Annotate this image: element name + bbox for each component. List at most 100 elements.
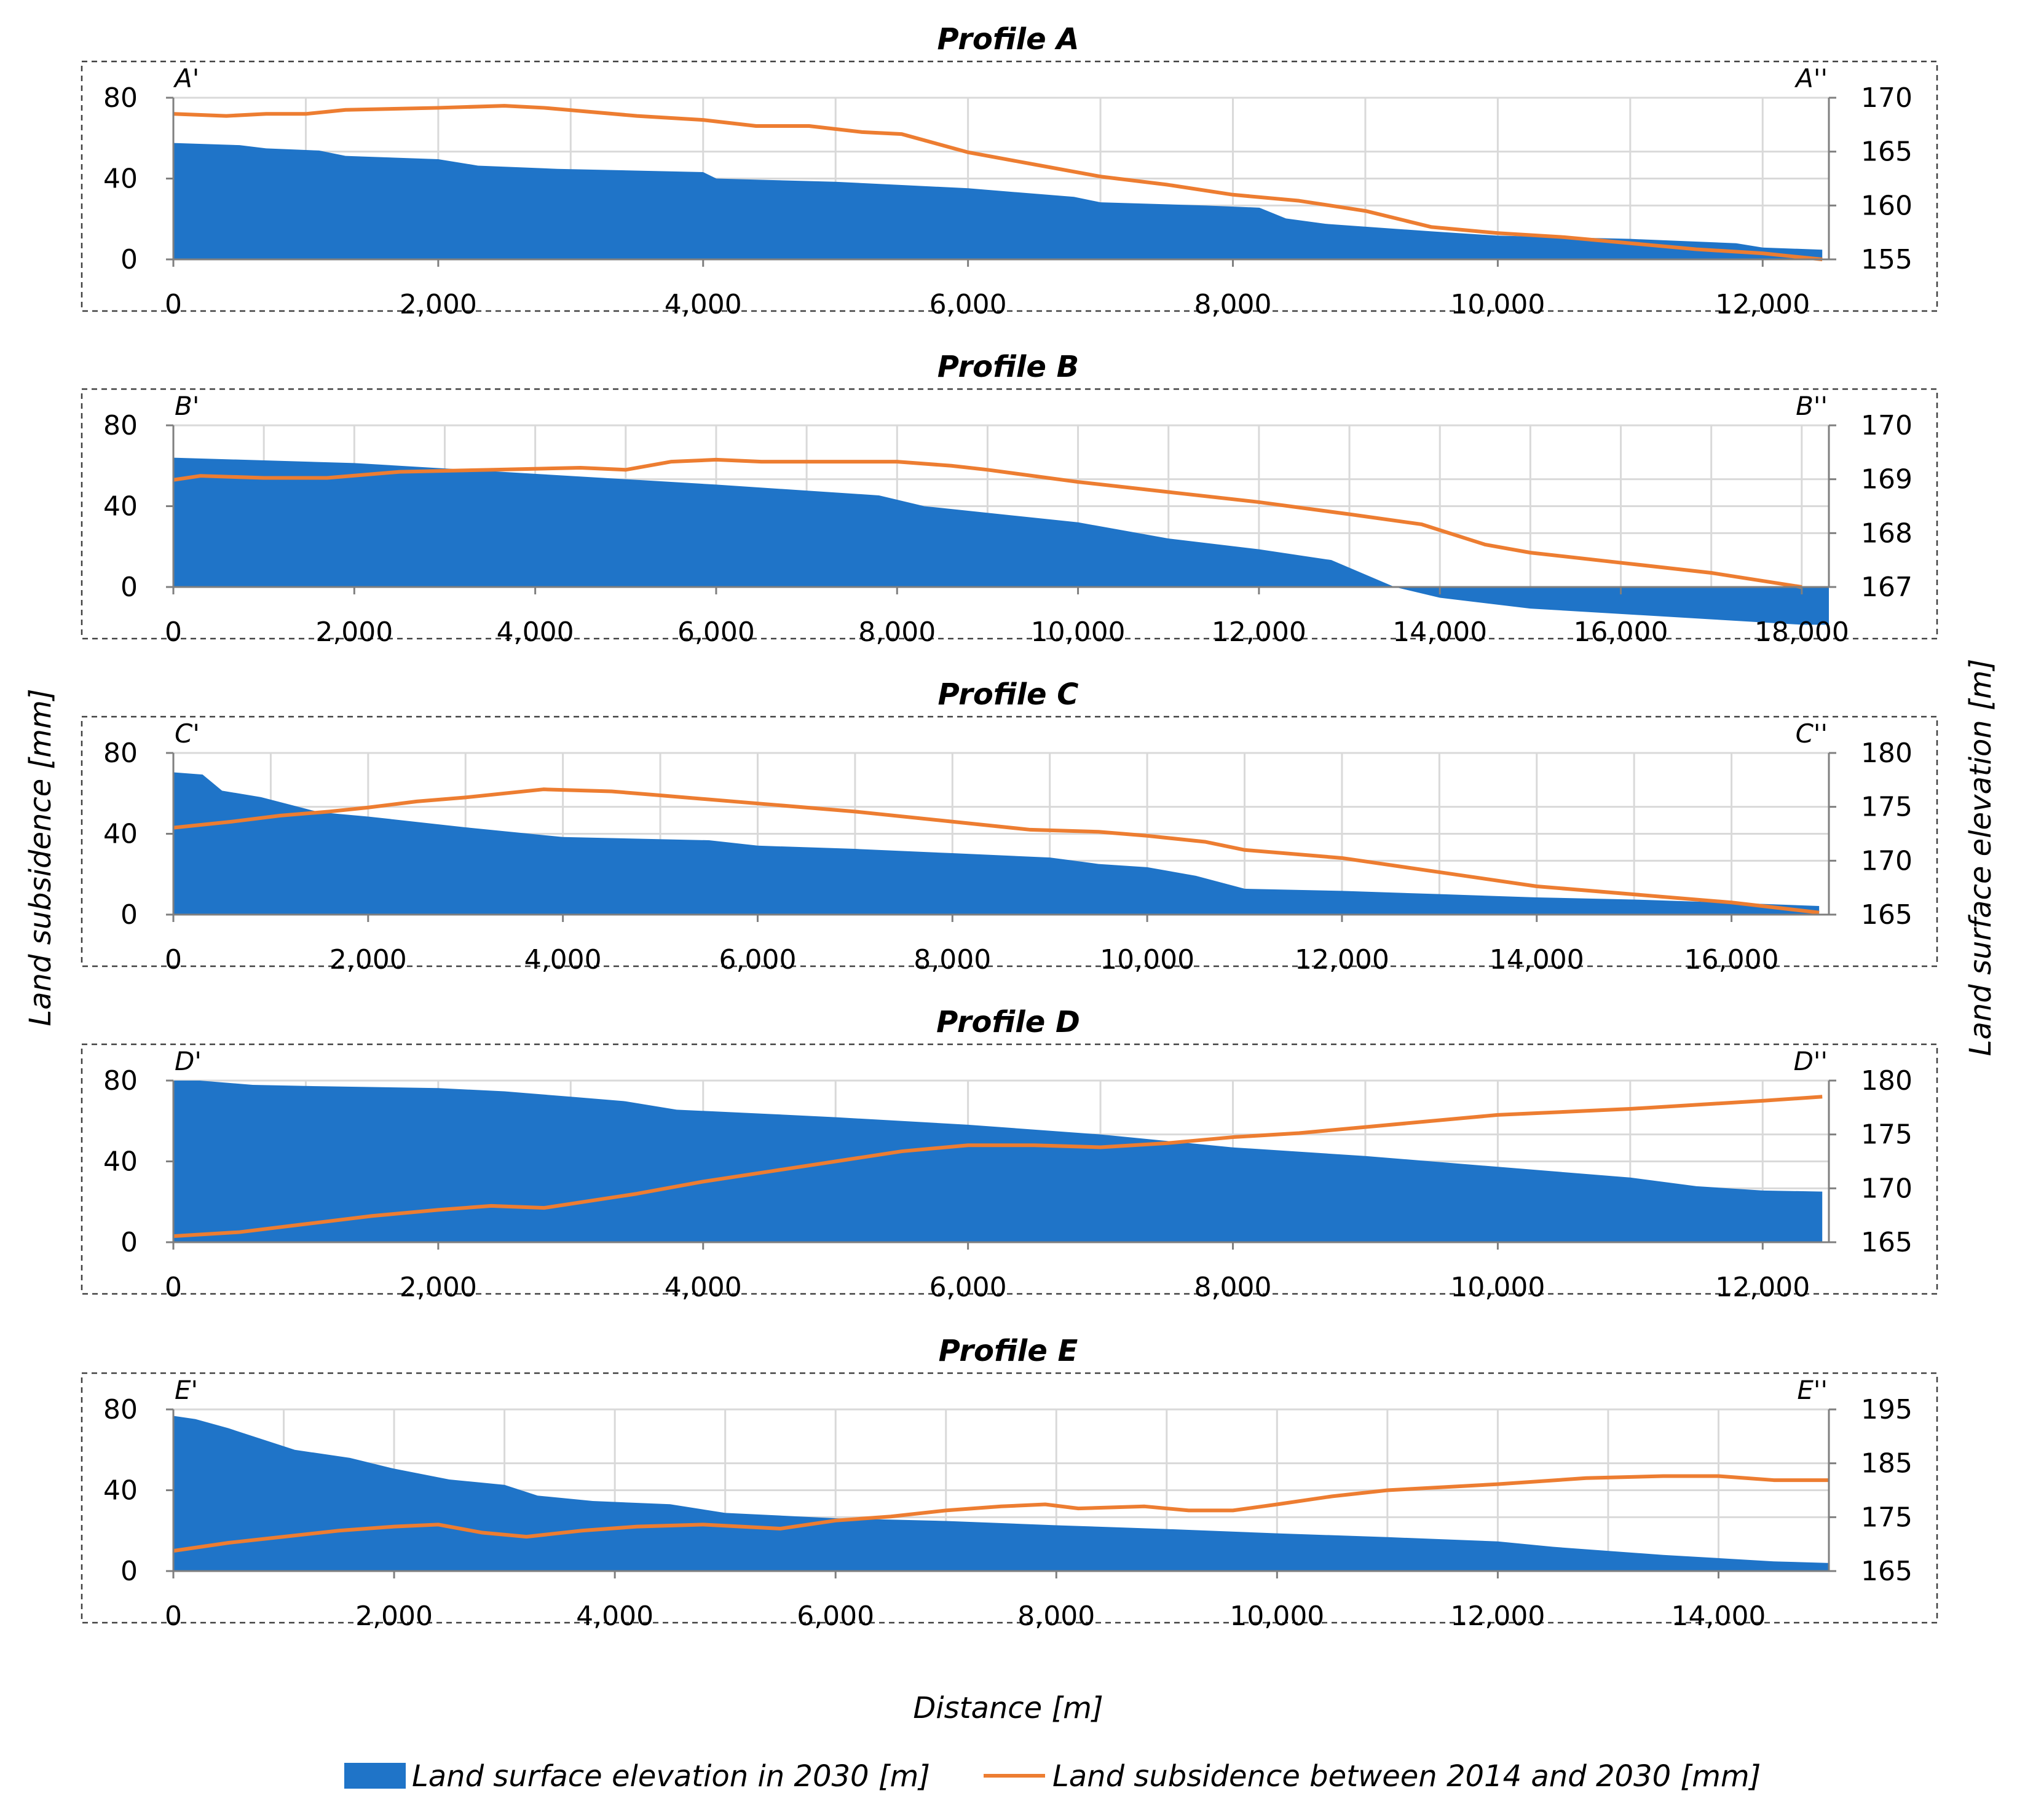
profile-d-x-tick-label: 12,000 — [1715, 1272, 1810, 1303]
profile-a-y-tick-label-left: 40 — [103, 163, 138, 195]
profile-b-x-tick-label: 10,000 — [1031, 617, 1126, 648]
profile-a-x-tick-label: 8,000 — [1194, 289, 1272, 320]
profile-e-y-tick-label-right: 195 — [1861, 1394, 1912, 1425]
profile-b-x-tick-label: 6,000 — [677, 617, 755, 648]
profile-b-elevation-area — [173, 457, 1829, 625]
profile-e-x-tick-label: 4,000 — [576, 1601, 653, 1632]
profile-e-y-tick-label-right: 165 — [1861, 1556, 1912, 1587]
profile-c-x-tick-label: 10,000 — [1100, 944, 1194, 975]
profile-d-y-tick-label-right: 165 — [1861, 1227, 1912, 1258]
profile-a-start-label: A' — [173, 63, 199, 93]
profile-d-end-label: D'' — [1794, 1046, 1828, 1076]
profile-d-panel: Profile D 0 2,000 4,000 6,000 8,000 10,000 12,0… — [81, 1005, 1938, 1303]
profile-a-y-tick-label-right: 165 — [1861, 136, 1912, 168]
profile-c-x-tick-label: 8,000 — [914, 944, 991, 975]
profile-b-y-tick-label-left: 80 — [103, 410, 138, 441]
profile-b-y-tick-label-left: 0 — [120, 572, 138, 603]
profile-e-y-tick-label-right: 185 — [1861, 1448, 1912, 1479]
profile-a-x-tick-label: 0 — [165, 289, 182, 320]
profile-d-y-tick-label-right: 180 — [1861, 1065, 1912, 1097]
legend-swatch-area — [344, 1763, 406, 1789]
profile-e-y-tick-label-right: 175 — [1861, 1502, 1912, 1533]
y-right-axis-label: Land surface elevation [m] — [1964, 659, 1998, 1057]
profile-a-frame — [81, 60, 1938, 312]
profile-b-y-tick-label-right: 168 — [1861, 518, 1912, 549]
profile-b-end-label: B'' — [1796, 391, 1828, 421]
profile-d-y-tick-label-right: 175 — [1861, 1119, 1912, 1151]
x-axis-label: Distance [m] — [913, 1691, 1103, 1725]
profile-c-x-tick-label: 16,000 — [1684, 944, 1779, 975]
profile-b-x-tick-label: 18,000 — [1755, 617, 1849, 648]
profile-e-y-tick-label-left: 80 — [103, 1394, 138, 1425]
profile-a-x-tick-label: 2,000 — [400, 289, 477, 320]
profile-d-x-tick-label: 4,000 — [665, 1272, 742, 1303]
profile-b-x-tick-label: 2,000 — [315, 617, 393, 648]
profile-c-x-tick-label: 12,000 — [1295, 944, 1389, 975]
profile-b-title: Profile B — [937, 350, 1079, 384]
profile-e-y-tick-label-left: 0 — [120, 1556, 138, 1587]
profile-a-y-tick-label-right: 160 — [1861, 190, 1912, 221]
profile-d-y-tick-label-left: 40 — [103, 1146, 138, 1178]
profile-d-frame — [81, 1043, 1938, 1295]
profile-a-x-tick-label: 12,000 — [1715, 289, 1810, 320]
profile-a-panel: Profile A 0 2,000 4,000 6,000 8,000 10,000 12,0… — [81, 22, 1938, 320]
profile-e-x-tick-label: 14,000 — [1671, 1601, 1766, 1632]
profile-c-start-label: C' — [175, 719, 200, 749]
profile-d-y-tick-label-left: 0 — [120, 1227, 138, 1258]
profile-d-x-tick-label: 10,000 — [1450, 1272, 1545, 1303]
profile-d-y-tick-label-right: 170 — [1861, 1173, 1912, 1204]
profile-e-x-tick-label: 12,000 — [1450, 1601, 1545, 1632]
profile-e-title: Profile E — [939, 1334, 1078, 1368]
profile-c-y-tick-label-left: 0 — [120, 899, 138, 931]
profile-b-start-label: B' — [175, 391, 199, 421]
y-left-axis-label: Land subsidence [mm] — [23, 688, 58, 1026]
profile-b-y-tick-label-right: 167 — [1861, 572, 1912, 603]
profile-b-x-tick-label: 12,000 — [1212, 617, 1306, 648]
profile-d-subsidence-line — [173, 1095, 1823, 1239]
profile-a-elevation-area — [173, 143, 1823, 259]
profile-a-subsidence-line — [173, 104, 1823, 261]
profile-d-y-tick-label-left: 80 — [103, 1065, 138, 1097]
profile-c-subsidence-line — [173, 787, 1820, 915]
profile-d-x-tick-label: 8,000 — [1194, 1272, 1272, 1303]
profile-c-x-tick-label: 6,000 — [719, 944, 796, 975]
profile-b-panel: Profile B 0 2,000 4,000 6,000 8,000 10,000 12,0… — [81, 350, 1938, 648]
profile-e-x-tick-label: 8,000 — [1017, 1601, 1095, 1632]
profile-e-x-tick-label: 2,000 — [355, 1601, 433, 1632]
profile-c-y-tick-label-right: 175 — [1861, 792, 1912, 823]
profile-a-end-label: A'' — [1794, 63, 1828, 93]
profile-b-frame — [81, 388, 1938, 640]
profile-d-x-tick-label: 2,000 — [400, 1272, 477, 1303]
profile-c-end-label: C'' — [1796, 719, 1828, 749]
profile-a-y-tick-label-right: 170 — [1861, 82, 1912, 114]
profile-c-frame — [81, 715, 1938, 967]
profile-d-title: Profile D — [936, 1005, 1080, 1039]
profile-a-x-tick-label: 4,000 — [665, 289, 742, 320]
profile-b-subsidence-line — [173, 457, 1802, 589]
legend-label-line: Land subsidence between 2014 and 2030 [m… — [1052, 1759, 1761, 1794]
profile-e-end-label: E'' — [1797, 1375, 1828, 1405]
profile-a-title: Profile A — [937, 22, 1080, 57]
profile-b-y-tick-label-left: 40 — [103, 491, 138, 522]
profile-e-start-label: E' — [175, 1375, 198, 1405]
profile-b-x-tick-label: 8,000 — [858, 617, 936, 648]
legend-label-area: Land surface elevation in 2030 [m] — [412, 1759, 930, 1794]
profile-c-elevation-area — [173, 772, 1820, 915]
profile-d-start-label: D' — [175, 1046, 202, 1076]
profile-c-x-tick-label: 4,000 — [524, 944, 602, 975]
profile-d-x-tick-label: 6,000 — [930, 1272, 1007, 1303]
profile-a-y-tick-label-right: 155 — [1861, 244, 1912, 275]
profile-c-y-tick-label-right: 170 — [1861, 845, 1912, 877]
profile-c-y-tick-label-right: 180 — [1861, 738, 1912, 769]
profile-c-x-tick-label: 14,000 — [1490, 944, 1584, 975]
profile-b-y-tick-label-right: 169 — [1861, 464, 1912, 495]
profile-e-subsidence-line — [173, 1474, 1829, 1553]
profile-e-x-tick-label: 6,000 — [797, 1601, 874, 1632]
profile-a-x-tick-label: 10,000 — [1450, 289, 1545, 320]
profile-a-x-tick-label: 6,000 — [930, 289, 1007, 320]
profile-c-x-tick-label: 2,000 — [330, 944, 407, 975]
profile-c-y-tick-label-left: 40 — [103, 819, 138, 850]
profile-a-y-tick-label-left: 0 — [120, 244, 138, 275]
profile-c-title: Profile C — [937, 677, 1078, 712]
